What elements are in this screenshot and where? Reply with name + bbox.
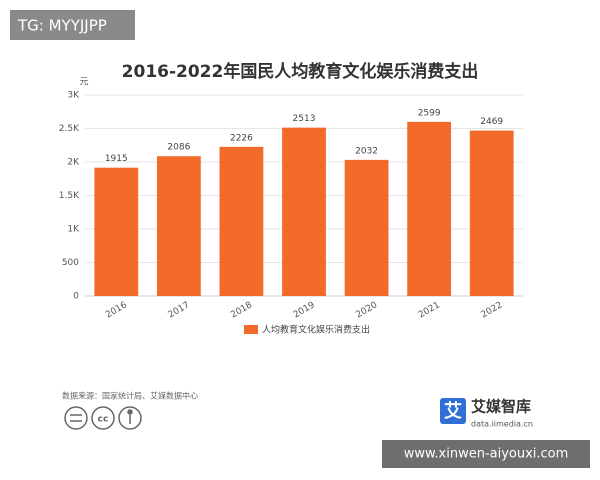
brand-url: data.iimedia.cn <box>471 420 533 429</box>
data-label: 2469 <box>480 117 503 127</box>
brand-name: 艾媒智库 <box>471 398 531 416</box>
data-label: 2032 <box>355 146 378 156</box>
y-tick-label: 3K <box>67 91 80 101</box>
y-tick-label: 0 <box>73 292 79 302</box>
site: www.xinwen-aiyouxi.com <box>404 447 569 462</box>
data-label: 2226 <box>230 133 253 143</box>
data-label: 2599 <box>418 108 441 118</box>
bar <box>282 127 326 296</box>
data-label: 2086 <box>167 143 190 153</box>
bar <box>344 159 389 296</box>
source: 数据来源：国家统计局、艾媒数据中心 <box>62 391 198 401</box>
icon-cc <box>91 406 115 430</box>
bar <box>469 130 514 296</box>
y-tick-label: 1.5K <box>59 191 80 201</box>
icon-equal <box>64 406 88 430</box>
legend-swatch <box>244 325 258 334</box>
y-tick-label: 2K <box>67 158 80 168</box>
legend-label: 人均教育文化娱乐消费支出 <box>262 324 370 336</box>
plot: 05001K1.5K2K2.5K3K1915201620862017222620… <box>59 91 523 320</box>
y-tick-label: 1K <box>67 225 80 235</box>
y-tick-label: 500 <box>62 258 79 268</box>
bar <box>407 121 452 296</box>
watermark-box <box>10 10 135 40</box>
data-label: 2513 <box>293 114 316 124</box>
y-axis-unit: 元 <box>79 78 88 88</box>
brand-logo-box <box>440 398 466 424</box>
bar <box>219 146 264 296</box>
brand-logo: 艾 <box>444 400 462 422</box>
license-text: cc <box>98 415 109 425</box>
chart-title: 2016-2022年国民人均教育文化娱乐消费支出 <box>122 61 479 82</box>
icon-head <box>127 409 133 415</box>
bar <box>94 167 139 296</box>
site-box <box>382 440 590 468</box>
license-icons <box>64 406 142 430</box>
watermark: TG: MYYJJPP <box>17 17 107 35</box>
data-label: 1915 <box>105 154 128 164</box>
bar <box>156 156 201 296</box>
icon-by <box>118 406 142 430</box>
y-tick-label: 2.5K <box>59 124 80 134</box>
